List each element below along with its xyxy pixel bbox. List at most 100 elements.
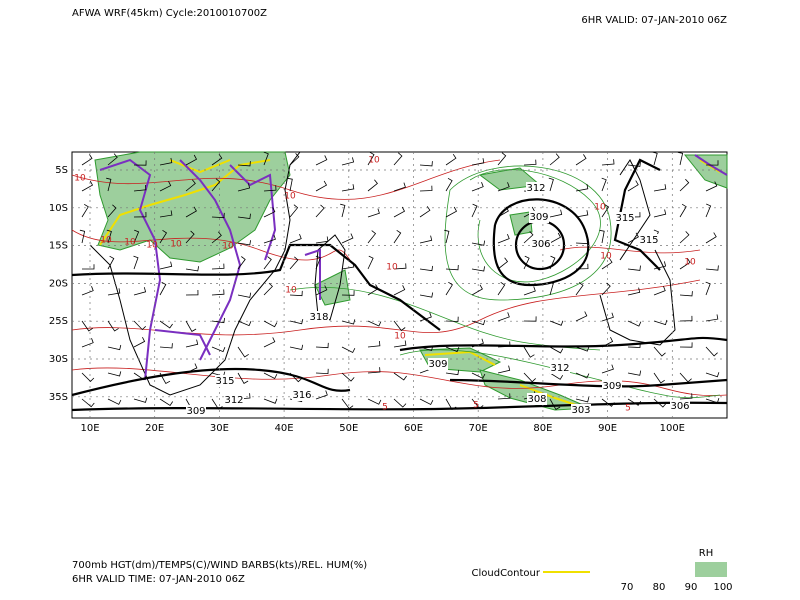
wind-barb xyxy=(445,369,459,376)
wind-barb xyxy=(548,281,554,296)
wind-barb xyxy=(237,372,249,384)
wind-barb xyxy=(315,180,328,192)
wind-barb xyxy=(679,231,690,244)
wind-barb xyxy=(497,233,510,244)
wind-barb xyxy=(393,340,407,348)
wind-barb xyxy=(289,153,300,166)
temp-label: 10 xyxy=(100,236,112,246)
wind-barb xyxy=(81,286,94,296)
wind-barb xyxy=(523,316,537,322)
wind-barb xyxy=(341,319,356,325)
lon-label: 20E xyxy=(145,423,164,434)
temp-label: 10 xyxy=(74,174,86,184)
wind-barb xyxy=(81,154,93,166)
wind-barb xyxy=(445,316,459,322)
wind-barb xyxy=(81,320,94,332)
wind-barb xyxy=(549,372,564,380)
wind-barb xyxy=(393,229,402,244)
lat-label: 35S xyxy=(49,392,68,403)
wind-barb xyxy=(159,343,173,349)
wind-barb xyxy=(497,312,510,322)
wind-barb xyxy=(497,206,509,218)
wind-barb xyxy=(263,398,278,404)
wind-barb xyxy=(263,207,276,218)
wind-barb xyxy=(575,184,589,192)
contour-label-bg xyxy=(526,182,546,194)
wind-barb xyxy=(705,346,718,357)
wind-barb xyxy=(549,153,560,166)
wind-barb xyxy=(185,154,198,166)
temp-label: 10 xyxy=(386,263,398,273)
contour-label-bg xyxy=(571,404,591,416)
wind-barb xyxy=(653,372,665,384)
contour-label: 308 xyxy=(527,394,546,405)
wind-barb xyxy=(367,179,378,192)
wind-barb xyxy=(419,398,434,406)
wind-barb xyxy=(106,177,112,192)
lon-label: 40E xyxy=(275,423,294,434)
lon-label: 10E xyxy=(80,423,99,434)
wind-barb xyxy=(627,180,639,192)
wind-barb xyxy=(575,311,588,322)
wind-barb xyxy=(159,157,173,166)
wind-barb xyxy=(705,372,720,378)
wind-barb xyxy=(159,210,173,218)
wind-barb xyxy=(497,257,509,270)
wind-barb xyxy=(679,258,691,270)
wind-barb xyxy=(575,372,590,379)
wind-barb xyxy=(653,184,667,192)
wind-barb xyxy=(315,390,328,400)
wind-barb xyxy=(705,203,712,218)
wind-barb xyxy=(601,364,614,374)
wind-barb xyxy=(315,342,329,349)
wind-barb xyxy=(367,151,375,166)
wind-barb xyxy=(705,181,718,192)
contour-label-bg xyxy=(550,362,570,374)
wind-barb xyxy=(367,320,382,327)
wind-barb xyxy=(159,372,171,385)
wind-barb xyxy=(471,398,484,409)
wind-barb xyxy=(106,229,112,244)
wind-barb xyxy=(237,240,251,246)
wind-barb xyxy=(185,320,197,332)
wind-barb xyxy=(81,372,95,382)
contour-label: 312 xyxy=(526,183,545,194)
wind-barb xyxy=(523,286,536,296)
wind-barb xyxy=(133,372,147,381)
wind-barb xyxy=(471,240,486,246)
wind-barb xyxy=(679,372,692,383)
wind-barb xyxy=(82,264,95,270)
wind-barb xyxy=(211,263,225,270)
wind-barb xyxy=(107,288,121,296)
contour-label-bg xyxy=(639,234,659,246)
wind-barb xyxy=(575,210,589,218)
wind-barb xyxy=(289,319,304,325)
wind-barb xyxy=(263,282,273,296)
temp-label: 10 xyxy=(684,258,696,268)
wind-barb xyxy=(315,285,328,296)
wind-barb xyxy=(471,284,483,296)
wind-barb xyxy=(653,285,666,296)
lon-label: 30E xyxy=(210,423,229,434)
wind-barb xyxy=(159,229,168,244)
wind-barb xyxy=(393,285,406,296)
wind-barb xyxy=(133,255,139,270)
wind-barb xyxy=(705,265,719,271)
wind-barb xyxy=(315,236,329,244)
temp-label: 5 xyxy=(625,404,631,414)
lon-label: 70E xyxy=(469,423,488,434)
wind-barb xyxy=(315,368,329,375)
wind-barb xyxy=(653,346,666,357)
wind-barb xyxy=(575,263,589,270)
wind-barb xyxy=(471,266,485,272)
wind-barb xyxy=(549,209,563,218)
wind-barb xyxy=(679,393,693,400)
map: 312 309 306 315 315 318 315 316 312 309 309 309 312 3… xyxy=(71,151,728,419)
wind-barb xyxy=(211,231,222,244)
wind-barb xyxy=(601,282,611,296)
wind-barb xyxy=(627,370,642,376)
wind-barb xyxy=(340,203,346,218)
lat-label: 15S xyxy=(49,241,68,252)
rh-contour xyxy=(289,165,721,399)
lon-label: 50E xyxy=(339,423,358,434)
